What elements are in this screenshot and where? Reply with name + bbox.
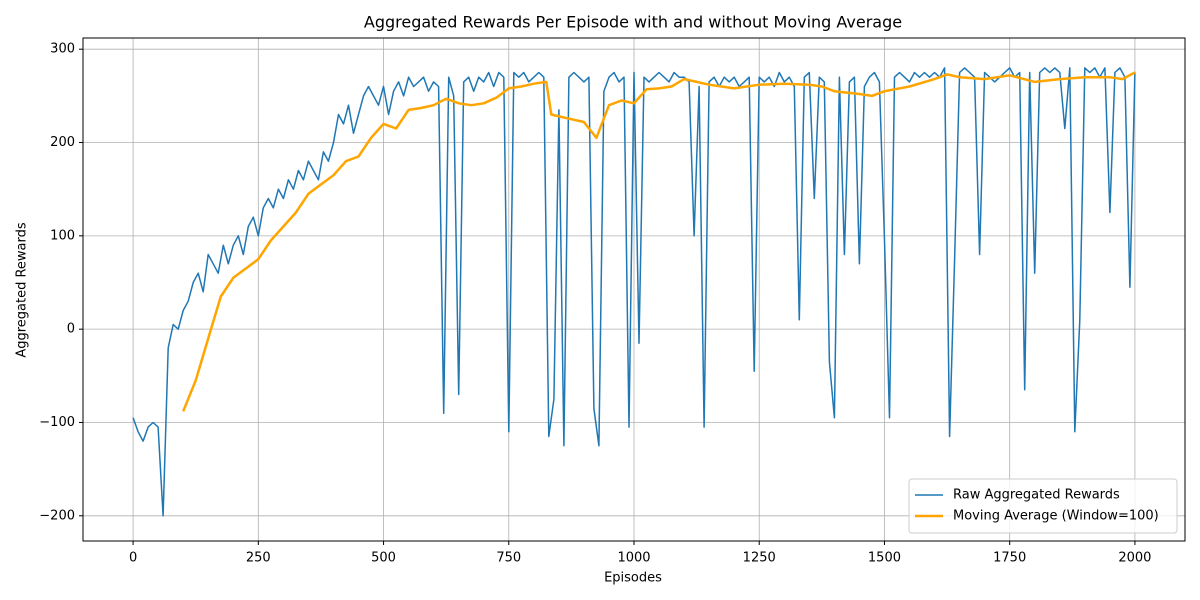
x-axis-label: Episodes [604,571,662,586]
y-tick-label: −200 [39,508,75,523]
legend-label: Moving Average (Window=100) [953,509,1159,524]
x-tick-label: 250 [246,551,271,566]
y-tick-label: 300 [50,42,75,57]
x-tick-label: 500 [371,551,396,566]
chart-title: Aggregated Rewards Per Episode with and … [364,13,902,32]
series-line [182,71,1136,412]
y-tick-label: 100 [50,228,75,243]
x-tick-label: 1500 [868,551,901,566]
x-tick-label: 0 [129,551,137,566]
legend-label: Raw Aggregated Rewards [953,488,1120,503]
x-tick-label: 1250 [743,551,776,566]
series-line [132,67,1136,517]
y-tick-label: 200 [50,135,75,150]
x-tick-label: 1000 [617,551,650,566]
x-tick-label: 1750 [993,551,1026,566]
y-axis-label: Aggregated Rewards [15,222,30,358]
y-tick-label: −100 [39,415,75,430]
x-tick-label: 2000 [1118,551,1151,566]
y-tick-label: 0 [67,322,75,337]
x-tick-label: 750 [496,551,521,566]
plot-frame [82,37,1186,542]
legend-box [908,478,1178,534]
